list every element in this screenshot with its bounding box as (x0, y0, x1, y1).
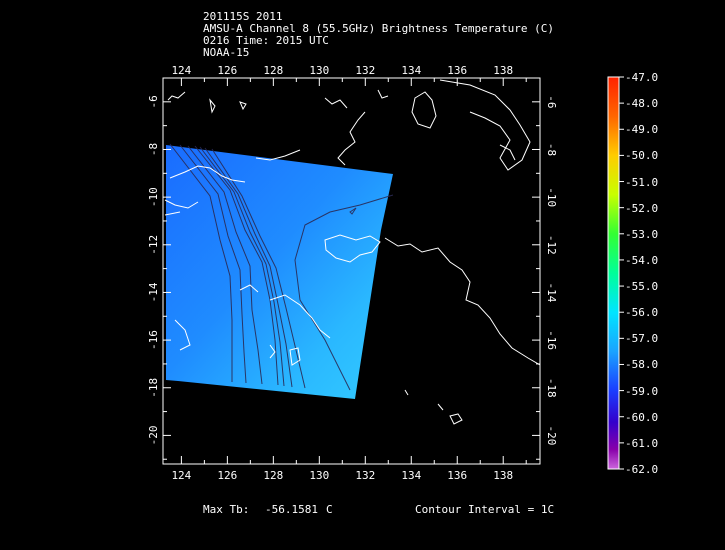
title-line-1: 201115S 2011 (203, 10, 283, 23)
y-tick-label-right: -14 (545, 283, 558, 303)
contour-lines (169, 143, 394, 391)
colorbar-label: -60.0 (625, 410, 659, 424)
x-tick-label-top: 126 (217, 64, 237, 77)
brightness-swath (166, 145, 393, 399)
colorbar-label: -53.0 (625, 227, 659, 241)
title-line-4: NOAA-15 (203, 46, 250, 59)
colorbar-ticks (619, 76, 624, 470)
colorbar-label: -52.0 (625, 201, 659, 215)
x-tick-label-bottom: 124 (171, 469, 191, 482)
y-tick-label-left: -18 (147, 378, 160, 398)
y-tick-label-right: -6 (545, 95, 558, 108)
colorbar (607, 76, 620, 470)
colorbar-label: -55.0 (625, 280, 659, 294)
colorbar-label: -59.0 (625, 384, 659, 398)
colorbar-label: -62.0 (625, 463, 659, 476)
axis-ticks (163, 77, 540, 464)
title-line-2: AMSU-A Channel 8 (55.5GHz) Brightness Te… (203, 22, 554, 35)
x-tick-label-bottom: 138 (493, 469, 513, 482)
x-tick-label-top: 132 (355, 64, 375, 77)
x-tick-label-bottom: 128 (263, 469, 283, 482)
title-line-3: 0216 Time: 2015 UTC (203, 34, 329, 47)
x-tick-label-top: 130 (309, 64, 329, 77)
y-tick-label-right: -20 (545, 425, 558, 445)
colorbar-label: -61.0 (625, 436, 659, 450)
x-tick-label-top: 134 (401, 64, 421, 77)
x-tick-label-top: 128 (263, 64, 283, 77)
colorbar-label: -48.0 (625, 97, 659, 111)
y-tick-label-right: -16 (545, 330, 558, 350)
colorbar-label: -56.0 (625, 306, 659, 320)
x-tick-label-bottom: 130 (309, 469, 329, 482)
y-tick-label-right: -10 (545, 187, 558, 207)
x-tick-label-bottom: 126 (217, 469, 237, 482)
colorbar-label: -49.0 (625, 123, 659, 137)
max-tb-value: -56.1581 (265, 503, 318, 516)
x-tick-label-top: 136 (447, 64, 467, 77)
y-tick-label-right: -8 (545, 143, 558, 156)
y-tick-label-left: -6 (147, 95, 160, 108)
colorbar-label: -57.0 (625, 332, 659, 346)
colorbar-label: -54.0 (625, 253, 659, 267)
y-tick-label-left: -20 (147, 425, 160, 445)
y-tick-label-right: -12 (545, 235, 558, 255)
x-tick-label-top: 138 (493, 64, 513, 77)
x-tick-label-bottom: 134 (401, 469, 421, 482)
y-tick-label-left: -10 (147, 187, 160, 207)
colorbar-label: -47.0 (625, 71, 659, 84)
colorbar-label: -58.0 (625, 358, 659, 372)
axis-tick-labels: 124 124 126 126 128 128 130 130 132 132 134 134 136 1… (147, 64, 558, 482)
x-tick-label-top: 124 (171, 64, 191, 77)
y-tick-label-left: -14 (147, 282, 160, 302)
max-tb-label: Max Tb: (203, 503, 250, 516)
x-tick-label-bottom: 132 (355, 469, 375, 482)
x-tick-label-bottom: 136 (447, 469, 467, 482)
colorbar-label: -51.0 (625, 175, 659, 189)
contour-interval: Contour Interval = 1C (415, 503, 555, 516)
colorbar-label: -50.0 (625, 149, 659, 163)
coastlines (164, 79, 540, 425)
plot-frame (162, 77, 541, 465)
y-tick-label-left: -16 (147, 330, 160, 350)
y-tick-label-left: -8 (147, 143, 160, 156)
y-tick-label-left: -12 (147, 235, 160, 255)
y-tick-label-right: -18 (545, 378, 558, 398)
max-tb-unit: C (326, 503, 333, 516)
